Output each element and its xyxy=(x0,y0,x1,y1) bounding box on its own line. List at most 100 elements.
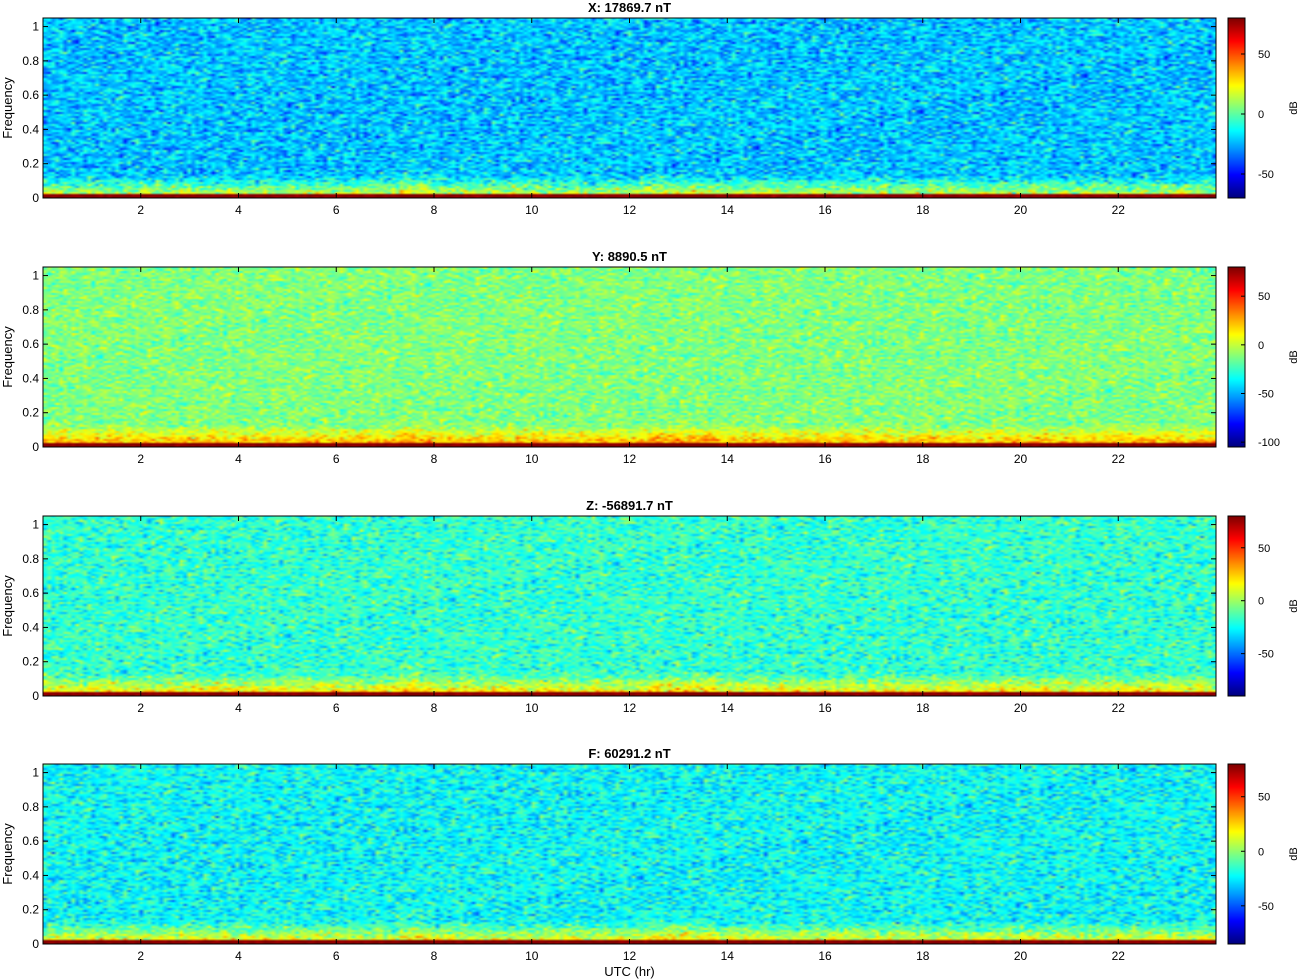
colorbar-tick-label: 50 xyxy=(1258,49,1270,61)
y-tick-label: 0.4 xyxy=(22,122,39,136)
y-tick-label: 0.6 xyxy=(22,586,39,600)
y-tick-label: 1 xyxy=(32,20,39,34)
y-tick-label: 0.6 xyxy=(22,834,39,848)
y-tick-label: 0.6 xyxy=(22,337,39,351)
y-tick-label: 0.2 xyxy=(22,406,39,420)
x-tick-label: 14 xyxy=(721,203,735,217)
colorbar xyxy=(1228,764,1245,944)
colorbar-tick-label: 0 xyxy=(1258,109,1264,121)
colorbar-tick-label: 50 xyxy=(1258,792,1270,804)
x-tick-label: 22 xyxy=(1112,701,1126,715)
colorbar-label: dB xyxy=(1288,599,1300,612)
colorbar-tick-label: -50 xyxy=(1258,169,1274,181)
x-tick-label: 22 xyxy=(1112,949,1126,963)
y-tick-label: 0.2 xyxy=(22,903,39,917)
x-tick-label: 4 xyxy=(235,203,242,217)
colorbar-label: dB xyxy=(1288,350,1300,363)
x-tick-label: 4 xyxy=(235,949,242,963)
x-tick-label: 6 xyxy=(333,701,340,715)
x-tick-label: 20 xyxy=(1014,452,1028,466)
x-tick-label: 6 xyxy=(333,452,340,466)
colorbar-tick-label: 50 xyxy=(1258,543,1270,555)
x-tick-label: 6 xyxy=(333,949,340,963)
colorbar-tick-label: 0 xyxy=(1258,596,1264,608)
x-tick-label: 10 xyxy=(525,949,539,963)
colorbar-tick-label: 50 xyxy=(1258,291,1270,303)
x-tick-label: 8 xyxy=(431,701,438,715)
x-tick-label: 10 xyxy=(525,701,539,715)
colorbar-frame xyxy=(1227,266,1246,448)
colorbar-tick-label: 0 xyxy=(1258,340,1264,352)
panel-title: Z: -56891.7 nT xyxy=(586,498,673,513)
x-tick-label: 6 xyxy=(333,203,340,217)
x-tick-label: 12 xyxy=(623,949,637,963)
x-tick-label: 12 xyxy=(623,203,637,217)
x-tick-label: 16 xyxy=(818,203,832,217)
heatmap-image xyxy=(43,516,1216,696)
y-tick-label: 0 xyxy=(32,440,39,454)
y-tick-label: 0 xyxy=(32,937,39,951)
x-tick-label: 12 xyxy=(623,701,637,715)
y-tick-label: 0 xyxy=(32,191,39,205)
colorbar-tick-label: -50 xyxy=(1258,649,1274,661)
y-tick-label: 0.8 xyxy=(22,54,39,68)
y-tick-label: 0.8 xyxy=(22,303,39,317)
x-tick-label: 14 xyxy=(721,452,735,466)
x-axis-label: UTC (hr) xyxy=(604,964,655,979)
spectrogram-panel-2: 2 4 6 8 10 12 14 16 18 20 22 0 0.2 0.4 0.6 0.8 1 Z: -5689… xyxy=(0,498,1300,715)
x-tick-label: 2 xyxy=(137,452,144,466)
y-tick-label: 0.8 xyxy=(22,552,39,566)
x-tick-label: 8 xyxy=(431,203,438,217)
y-tick-label: 0 xyxy=(32,689,39,703)
x-tick-label: 10 xyxy=(525,452,539,466)
x-tick-label: 10 xyxy=(525,203,539,217)
y-axis-label: Frequency xyxy=(0,77,15,139)
heatmap-image xyxy=(43,18,1216,198)
y-tick-label: 0.2 xyxy=(22,655,39,669)
x-tick-label: 18 xyxy=(916,949,930,963)
x-tick-label: 18 xyxy=(916,701,930,715)
y-tick-label: 0.4 xyxy=(22,620,39,634)
y-tick-label: 0.2 xyxy=(22,157,39,171)
x-tick-label: 14 xyxy=(721,701,735,715)
x-tick-label: 4 xyxy=(235,452,242,466)
x-tick-label: 2 xyxy=(137,949,144,963)
colorbar-frame xyxy=(1227,17,1246,199)
x-tick-label: 20 xyxy=(1014,203,1028,217)
spectrogram-panel-0: 2 4 6 8 10 12 14 16 18 20 22 0 0.2 0.4 0.6 0.8 1 X: 17869… xyxy=(0,0,1300,217)
panel-title: F: 60291.2 nT xyxy=(588,746,670,761)
x-tick-label: 14 xyxy=(721,949,735,963)
x-tick-label: 20 xyxy=(1014,949,1028,963)
spectrogram-panel-3: 2 4 6 8 10 12 14 16 18 20 22 0 0.2 0.4 0.6 0.8 1 F: 60291… xyxy=(0,746,1300,979)
colorbar xyxy=(1228,267,1245,447)
y-tick-label: 0.4 xyxy=(22,371,39,385)
panel-title: X: 17869.7 nT xyxy=(588,0,671,15)
colorbar xyxy=(1228,18,1245,198)
x-tick-label: 8 xyxy=(431,452,438,466)
colorbar-tick-label: -100 xyxy=(1258,437,1280,449)
x-tick-label: 22 xyxy=(1112,452,1126,466)
y-tick-label: 0.6 xyxy=(22,88,39,102)
y-axis-label: Frequency xyxy=(0,823,15,885)
x-tick-label: 16 xyxy=(818,701,832,715)
colorbar-label: dB xyxy=(1288,847,1300,860)
y-tick-label: 1 xyxy=(32,269,39,283)
y-tick-label: 0.4 xyxy=(22,868,39,882)
colorbar xyxy=(1228,516,1245,696)
y-tick-label: 1 xyxy=(32,518,39,532)
heatmap-image xyxy=(43,267,1216,447)
x-tick-label: 2 xyxy=(137,203,144,217)
colorbar-tick-label: 0 xyxy=(1258,846,1264,858)
x-tick-label: 18 xyxy=(916,203,930,217)
panel-title: Y: 8890.5 nT xyxy=(592,249,667,264)
colorbar-tick-label: -50 xyxy=(1258,388,1274,400)
x-tick-label: 8 xyxy=(431,949,438,963)
spectrogram-panel-1: 2 4 6 8 10 12 14 16 18 20 22 0 0.2 0.4 0.6 0.8 1 Y: 8890.… xyxy=(0,249,1300,466)
y-axis-label: Frequency xyxy=(0,326,15,388)
x-tick-label: 20 xyxy=(1014,701,1028,715)
x-tick-label: 22 xyxy=(1112,203,1126,217)
x-tick-label: 18 xyxy=(916,452,930,466)
colorbar-label: dB xyxy=(1288,101,1300,114)
